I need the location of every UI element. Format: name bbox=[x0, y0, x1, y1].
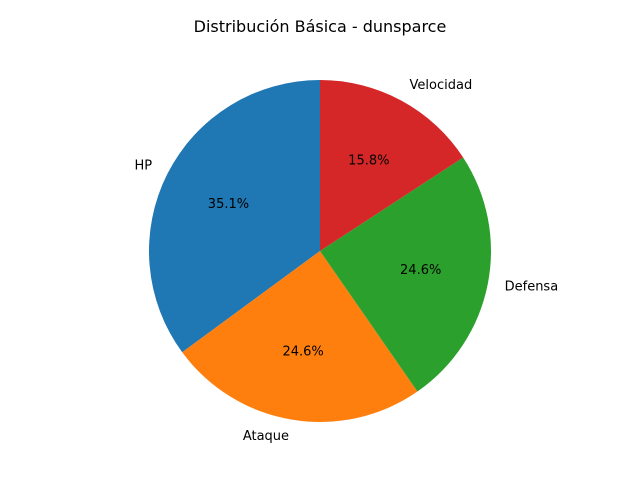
pie-percent-defensa: 24.6% bbox=[400, 263, 441, 278]
pie-labels: HP 35.1% Ataque 24.6% Defensa 24.6% Velocidad 1… bbox=[135, 78, 559, 444]
pie-percent-ataque: 24.6% bbox=[282, 345, 323, 360]
pie-percent-velocidad: 15.8% bbox=[348, 153, 389, 168]
pie-label-defensa: Defensa bbox=[505, 280, 559, 295]
pie-slice-hp bbox=[149, 80, 320, 353]
pie-label-hp: HP bbox=[135, 159, 153, 174]
pie-slice-ataque bbox=[182, 251, 418, 423]
pie-label-velocidad: Velocidad bbox=[410, 78, 473, 93]
pie-slice-defensa bbox=[320, 157, 492, 392]
pie-percent-hp: 35.1% bbox=[208, 197, 249, 212]
chart-title: Distribución Básica - dunsparce bbox=[194, 17, 447, 36]
pie-slice-velocidad bbox=[320, 80, 464, 251]
pie-slices bbox=[149, 80, 492, 423]
pie-label-ataque: Ataque bbox=[243, 429, 289, 444]
